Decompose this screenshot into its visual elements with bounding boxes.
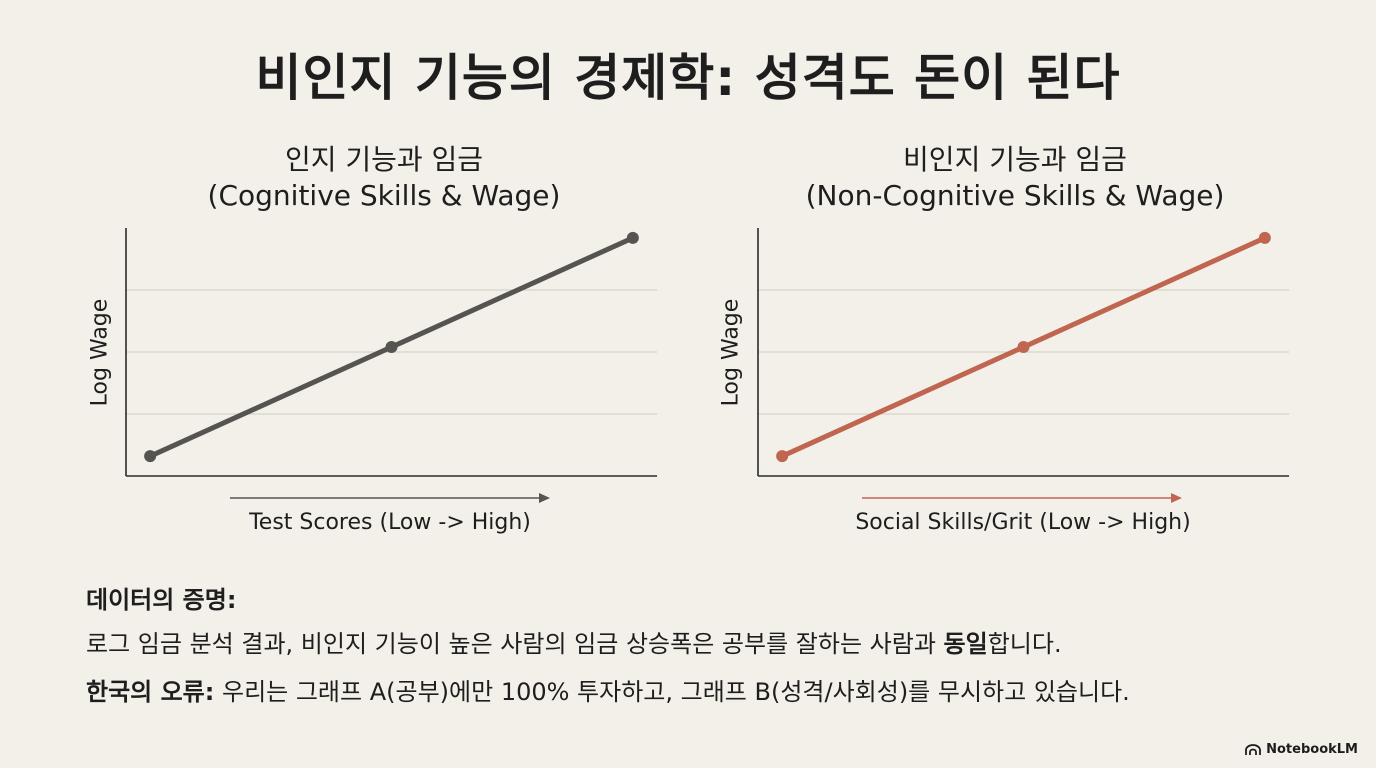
chart-subtitle-en: (Cognitive Skills & Wage): [207, 179, 561, 212]
korea-error-line: 한국의 오류: 우리는 그래프 A(공부)에만 100% 투자하고, 그래프 B…: [86, 672, 1130, 707]
brand-label: NotebookLM: [1266, 742, 1358, 757]
data-point: [1017, 341, 1030, 354]
evidence-heading: 데이터의 증명:: [86, 586, 237, 614]
x-axis-label: Social Skills/Grit (Low -> High): [855, 510, 1191, 535]
chart-subtitle-en: (Non-Cognitive Skills & Wage): [805, 179, 1225, 212]
arrow-head-icon: [1171, 493, 1182, 503]
line-chart-cognitive: [125, 228, 657, 503]
evidence-text-end: 합니다.: [987, 630, 1062, 658]
page-title: 비인지 기능의 경제학: 성격도 돈이 된다: [255, 49, 1121, 107]
notebooklm-logo-icon: [1245, 743, 1262, 755]
korea-error-text: 우리는 그래프 A(공부)에만 100% 투자하고, 그래프 B(성격/사회성)…: [214, 678, 1130, 706]
line-chart-noncognitive: [757, 228, 1289, 503]
y-axis-label: Log Wage: [87, 298, 113, 407]
chart-title-noncognitive: 비인지 기능과 임금 (Non-Cognitive Skills & Wage): [735, 142, 1295, 214]
chart-title-ko: 비인지 기능과 임금: [903, 143, 1127, 176]
data-point: [1258, 231, 1271, 244]
data-point: [385, 341, 398, 354]
notebooklm-brand: NotebookLM: [1245, 742, 1358, 757]
data-point: [776, 450, 789, 463]
chart-title-ko: 인지 기능과 임금: [284, 143, 484, 176]
korea-error-label: 한국의 오류:: [86, 678, 215, 706]
evidence-line: 로그 임금 분석 결과, 비인지 기능이 높은 사람의 임금 상승폭은 공부를 …: [86, 624, 1062, 659]
arrow-head-icon: [539, 493, 550, 503]
data-point: [626, 231, 639, 244]
data-point: [144, 450, 157, 463]
evidence-text: 로그 임금 분석 결과, 비인지 기능이 높은 사람의 임금 상승폭은 공부를 …: [86, 630, 944, 658]
y-axis-label: Log Wage: [718, 298, 744, 407]
x-axis-label: Test Scores (Low -> High): [249, 510, 531, 535]
evidence-emphasis: 동일: [943, 630, 988, 658]
chart-title-cognitive: 인지 기능과 임금 (Cognitive Skills & Wage): [104, 142, 664, 214]
